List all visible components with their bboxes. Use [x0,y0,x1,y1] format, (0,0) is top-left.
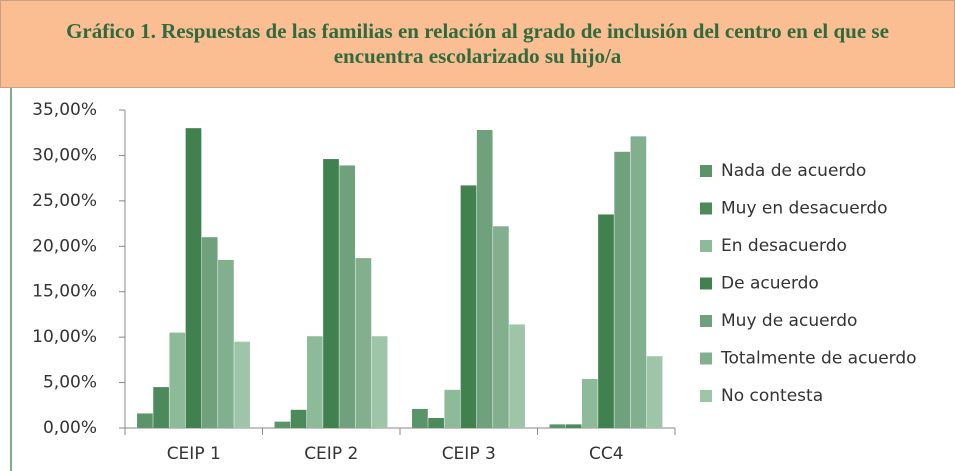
chart-title: Gráfico 1. Respuestas de las familias en… [66,19,889,68]
x-tick-label: CEIP 2 [304,444,358,464]
legend-label: De acuerdo [721,274,819,294]
bar [169,332,186,428]
bar [323,159,339,428]
legend-swatch [700,352,712,365]
x-tick-label: CEIP 1 [167,444,221,464]
legend-label: Muy de acuerdo [721,311,857,331]
legend-label: Muy en desacuerdo [721,199,888,219]
legend-swatch [700,202,712,215]
bar [630,136,647,428]
bar [234,341,250,428]
bar [201,237,218,428]
legend-swatch [700,240,712,252]
bar [137,413,153,428]
legend-swatch [700,315,712,327]
legend-label: No contesta [721,386,823,406]
bar [549,424,566,428]
y-tick-label: 35,00% [32,100,97,120]
bar [428,418,444,428]
y-tick-label: 20,00% [32,236,97,256]
y-tick-label: 10,00% [32,327,97,347]
bar [581,378,598,428]
header: Gráfico 1. Respuestas de las familias en… [0,0,955,88]
legend-swatch [700,165,712,177]
bar [371,336,388,428]
bar [290,409,307,428]
bar [355,258,372,428]
bar [339,165,356,428]
legend-swatch [700,277,712,290]
bar [598,214,614,428]
bar [185,128,202,428]
bar [444,389,461,428]
bar [493,226,509,428]
y-tick-label: 25,00% [32,191,97,211]
x-tick-label: CC4 [589,444,624,464]
legend-swatch [700,390,712,402]
bar [412,408,428,428]
bar [476,129,493,428]
bar [306,336,323,428]
y-tick-label: 30,00% [32,145,97,165]
y-tick-label: 15,00% [32,282,97,302]
bar [614,151,631,428]
legend-label: En desacuerdo [721,236,847,256]
bar [646,356,663,428]
x-tick-label: CEIP 3 [442,444,496,464]
bar [565,424,582,428]
bar [274,421,291,428]
bar [460,185,477,428]
y-tick-label: 0,00% [43,418,97,438]
legend-label: Totalmente de acuerdo [720,349,917,369]
bar [218,259,234,428]
bar [153,387,169,428]
legend-label: Nada de acuerdo [721,161,866,181]
bar [509,324,525,428]
y-tick-label: 5,00% [43,373,97,393]
